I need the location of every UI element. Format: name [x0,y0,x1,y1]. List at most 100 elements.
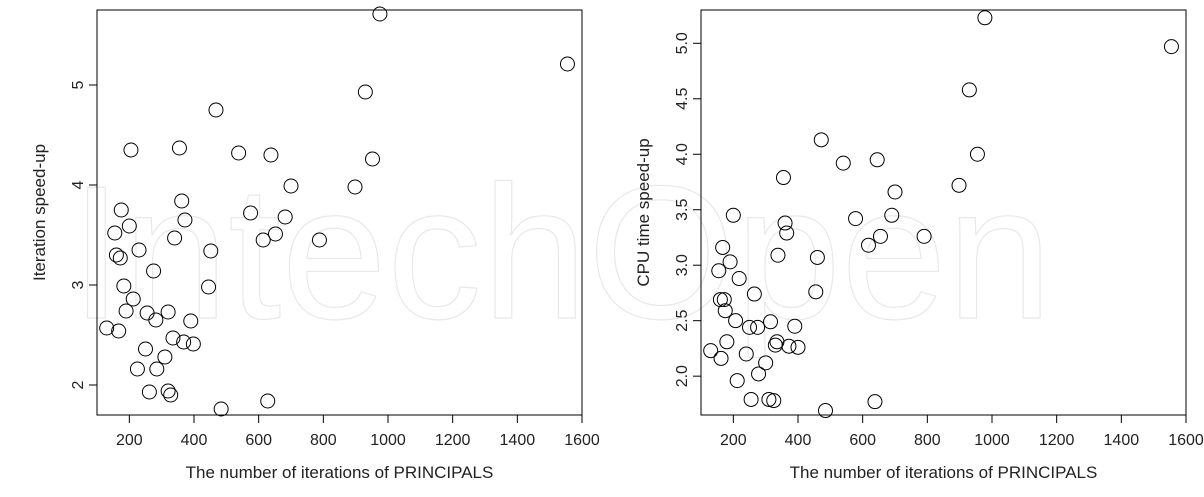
data-point [108,247,124,263]
data-point [884,207,900,223]
data-point [171,140,187,156]
data-point [775,170,791,186]
data-point [860,237,876,253]
data-point [758,355,774,371]
data-point [738,346,754,362]
x-tick-label: 1600 [564,432,600,449]
data-point [357,84,373,100]
data-point [138,341,153,357]
data-point [141,384,157,400]
data-point [146,263,162,279]
x-tick-label: 1200 [435,432,471,449]
x-tick-label: 1400 [500,432,536,449]
data-point [113,202,129,218]
data-point [770,247,786,263]
data-point [263,147,279,163]
data-point [887,184,903,200]
data-point [203,243,219,259]
x-tick-label: 1200 [1039,432,1075,449]
data-point [725,207,741,223]
data-point [715,239,731,255]
data-point [260,393,276,409]
data-point [742,319,757,335]
data-point [712,292,728,308]
iteration-speedup-scatter-plot: 200 400 600 800 1000 1200 1400 1600 2 3 4 5 The numb… [30,6,600,482]
x-tick-label: 1600 [1168,432,1204,449]
data-point [99,320,115,336]
data-point [717,303,733,319]
data-point [951,177,967,193]
data-point [711,263,727,279]
data-point [722,254,738,270]
y-axis-label: CPU time speed-up [634,138,653,286]
data-point [731,271,747,287]
data-point [869,152,885,168]
data-point [213,401,229,417]
x-axis-label: The number of iterations of PRINCIPALS [186,463,494,482]
x-tick-label: 800 [310,432,337,449]
data-point [183,313,199,329]
data-point [743,391,759,407]
data-point [728,313,744,329]
cpu-time-speedup-scatter-plot: 200 400 600 800 1000 1200 1400 1600 2.0 2.5 3.0 3.5… [634,9,1204,482]
data-point [149,361,165,377]
data-point [713,350,729,366]
data-point [763,314,779,330]
data-point [174,193,190,209]
data-point [777,215,793,231]
data-point [160,304,176,320]
x-tick-label: 400 [785,432,812,449]
data-point [779,225,795,241]
data-point [131,242,147,258]
x-axis-label: The number of iterations of PRINCIPALS [790,463,1098,482]
data-point [559,56,575,72]
data-point [790,339,806,355]
data-point [112,250,128,266]
data-point [961,82,977,98]
x-tick-label: 600 [849,432,876,449]
data-point [255,232,271,248]
data-point [165,330,181,346]
data-point [703,343,719,359]
data-point [176,334,192,350]
data-point [283,178,299,194]
data-point [867,394,883,410]
data-point [347,179,363,195]
data-point [766,393,782,409]
data-point [208,102,224,118]
data-point [163,387,179,403]
data-point [1163,39,1179,55]
data-point [916,228,932,244]
data-point [118,303,134,319]
x-tick-label: 200 [720,432,747,449]
x-tick-label: 400 [181,432,208,449]
y-tick-label: 4.5 [674,88,691,110]
data-point [167,230,183,246]
y-tick-label: 4.0 [674,143,691,165]
y-axis-label: Iteration speed-up [30,144,49,281]
data-point [277,209,293,225]
x-tick-label: 800 [914,432,941,449]
x-tick-label: 200 [116,432,143,449]
y-tick-label: 2.5 [674,309,691,331]
data-point [787,318,803,334]
y-tick-label: 3.5 [674,199,691,221]
data-point [750,319,766,335]
data-point [311,232,327,248]
data-point [808,284,824,300]
data-point [781,338,797,354]
data-point [809,249,825,265]
data-point [719,334,735,350]
data-point [157,349,173,365]
data-point [201,279,217,295]
y-tick-label: 5 [70,80,87,89]
data-point [177,212,193,228]
y-tick-label: 5.0 [674,32,691,54]
watermark-text: IntechOpen [70,147,1052,359]
data-point [111,323,127,339]
data-point [121,218,137,234]
y-tick-label: 2.0 [674,365,691,387]
x-tick-label: 1000 [370,432,406,449]
data-point [848,211,864,227]
